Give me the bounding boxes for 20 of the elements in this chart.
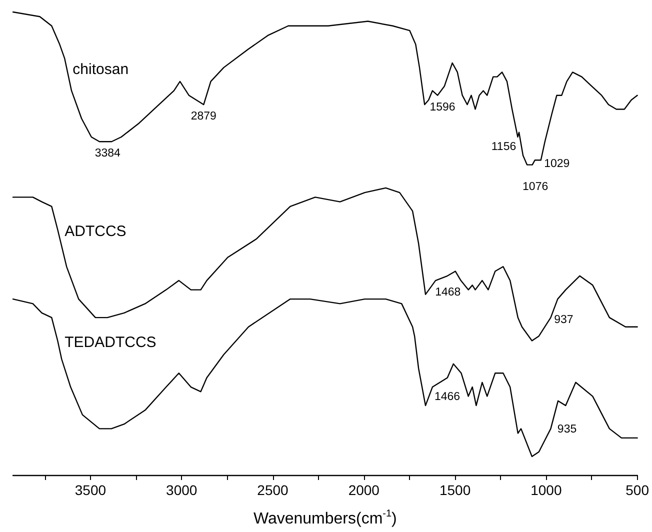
- annotation: 1076: [522, 180, 548, 193]
- annotation: 937: [554, 314, 574, 326]
- annotation: 1596: [430, 101, 456, 114]
- series-label: TEDADTCCS: [64, 334, 156, 352]
- x-tick-label: 2500: [257, 482, 289, 498]
- annotation: 3384: [94, 148, 122, 160]
- annotation: 1468: [435, 286, 461, 299]
- x-tick-label: 3500: [74, 482, 106, 498]
- series-label: ADTCCS: [64, 222, 126, 240]
- x-tick-label: 500: [626, 482, 650, 498]
- annotation: 1466: [434, 391, 460, 404]
- x-tick-label: 1000: [530, 482, 562, 498]
- series-label: chitosan: [72, 60, 129, 78]
- annotation: 935: [557, 424, 577, 436]
- x-tick-label: 3000: [166, 482, 198, 498]
- annotation: 2879: [190, 110, 216, 123]
- annotation: 1156: [491, 141, 516, 154]
- annotation: 1029: [544, 158, 570, 170]
- x-tick-label: 1500: [439, 482, 471, 498]
- x-tick-label: 2000: [348, 482, 380, 498]
